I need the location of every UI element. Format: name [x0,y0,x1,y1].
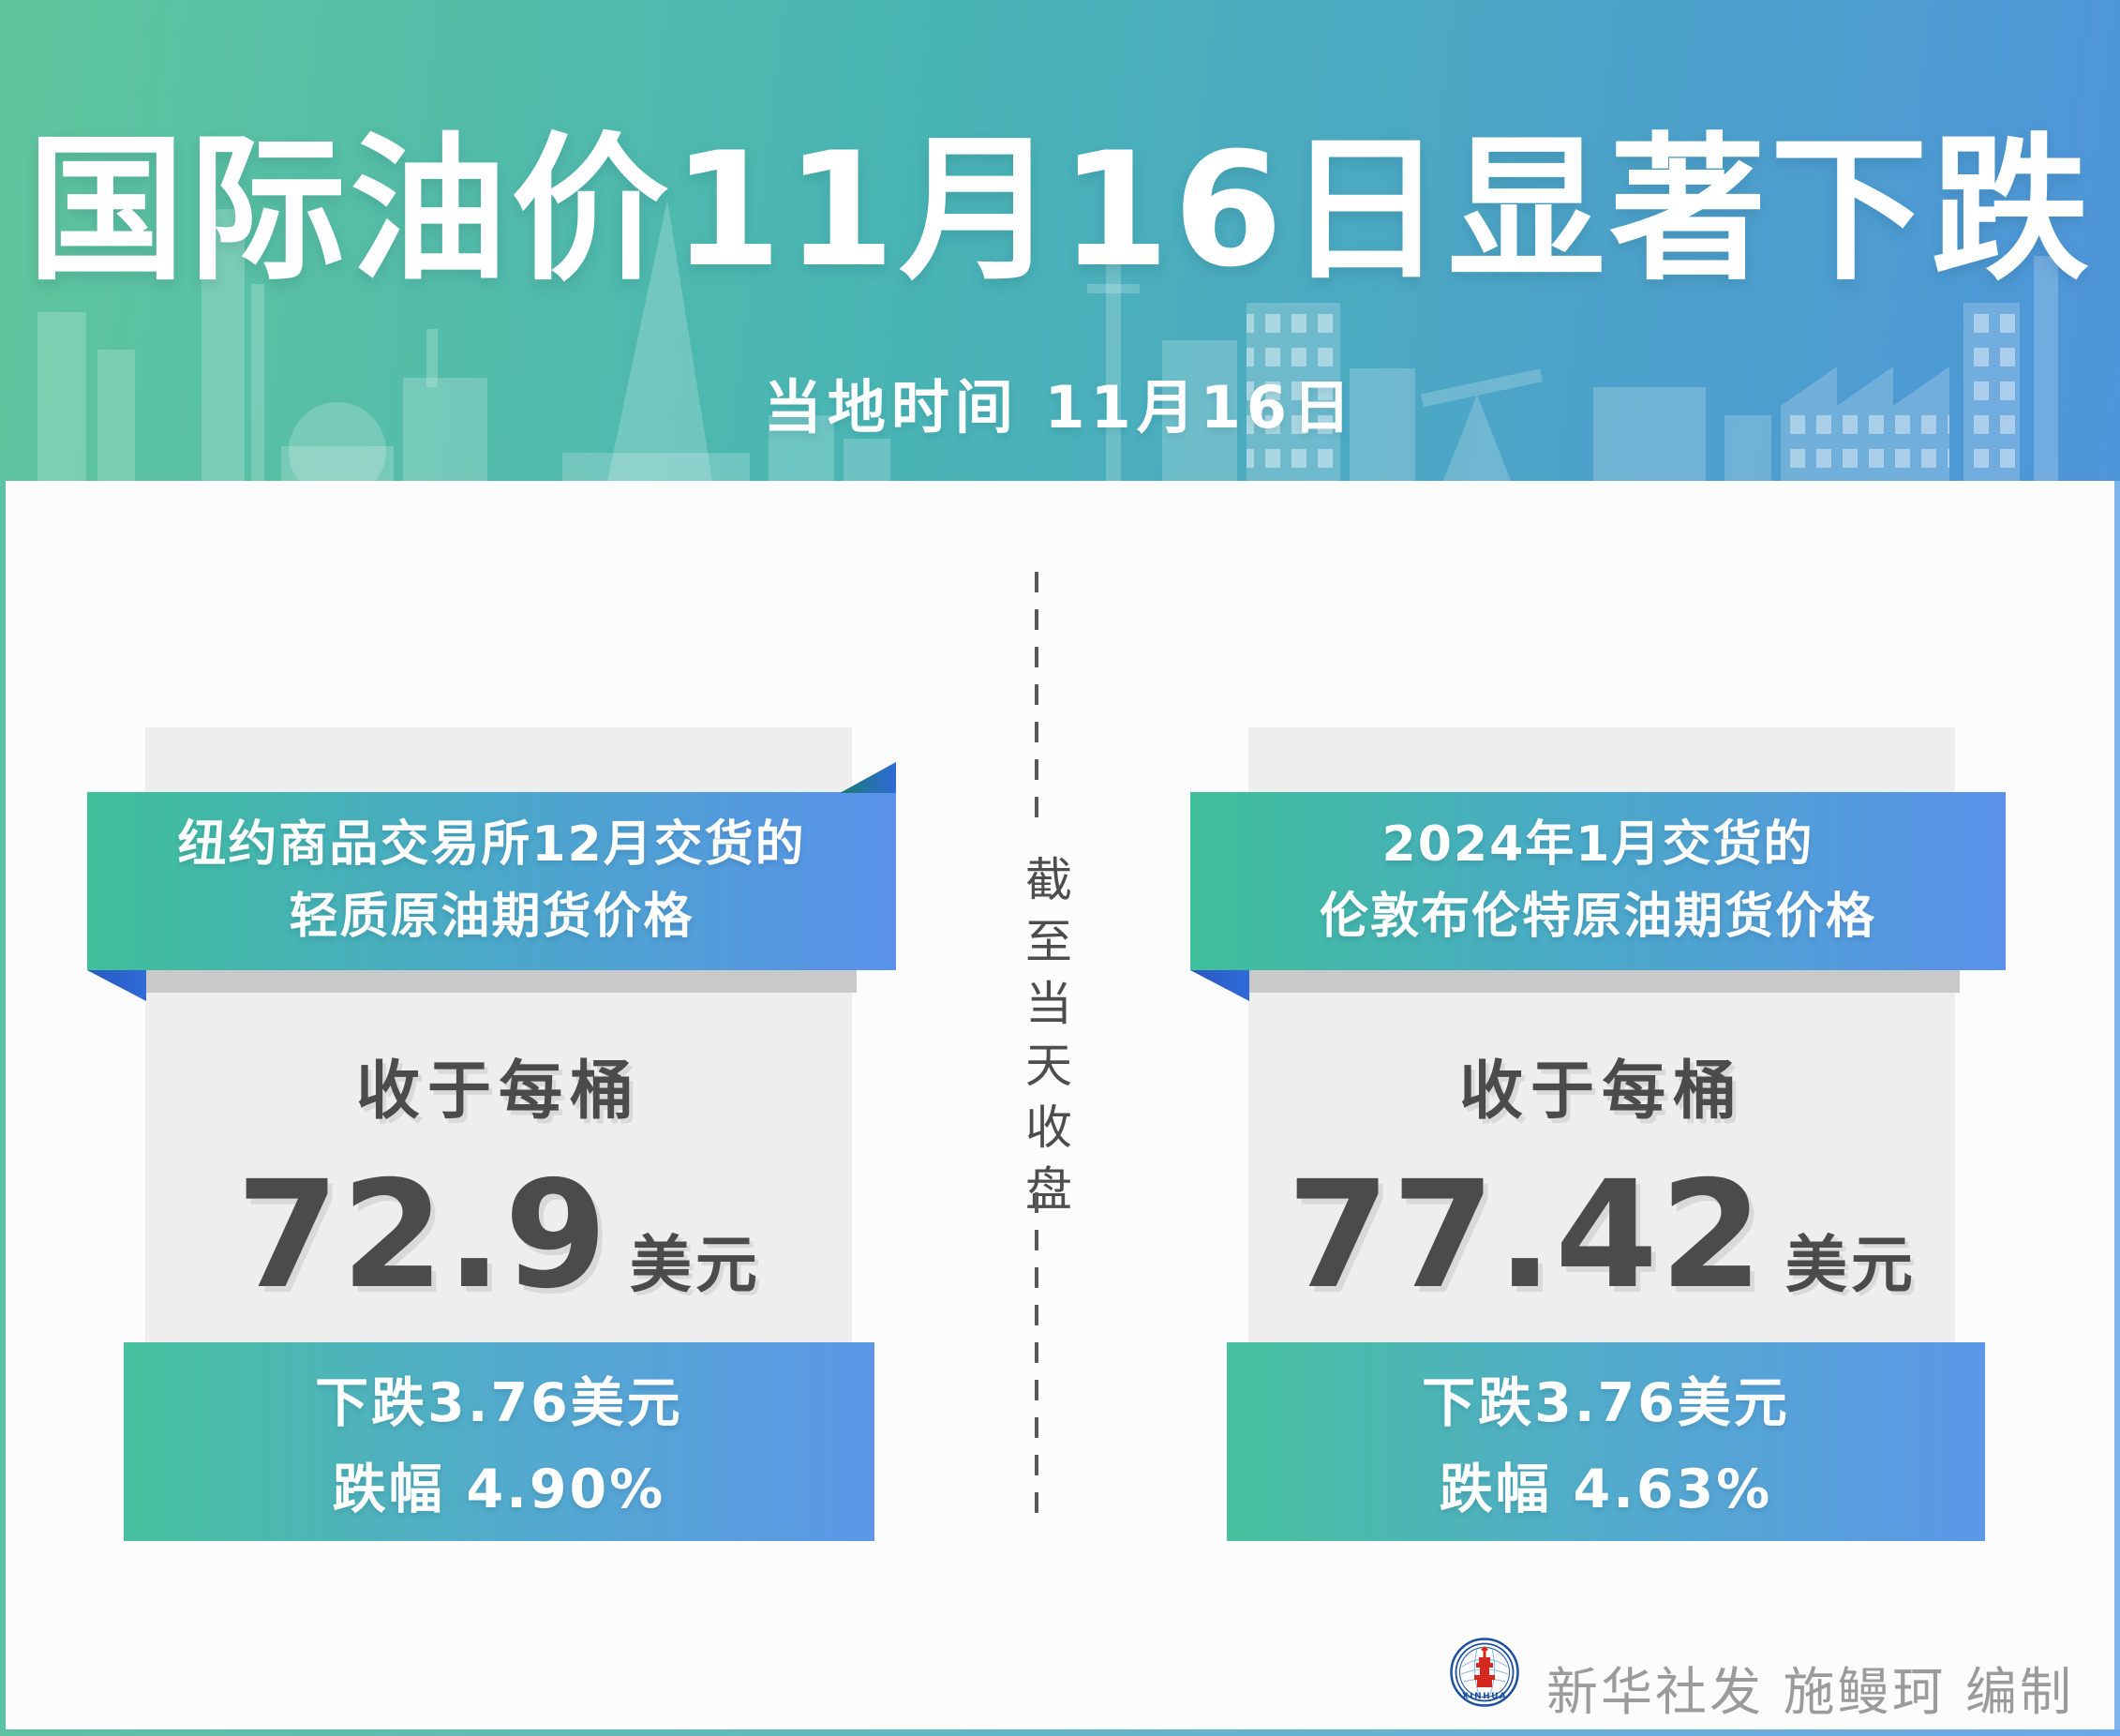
price-unit: 美元 [629,1229,761,1301]
ribbon-text-line2: 轻质原油期货价格 [289,889,694,945]
close-label: 收于每桶 [1458,1055,1744,1129]
footer-credit: 新华社发 施鳗珂 编制 [1546,1662,2074,1722]
frame-border-right [2114,481,2120,1736]
price-value: 77.42 [1287,1149,1765,1322]
ribbon-text-line2: 伦敦布伦特原油期货价格 [1319,889,1876,945]
divider-label: 截至当天收盘 [1018,855,1072,1226]
change-bar-nymex: 下跌3.76美元 跌幅 4.90% [124,1342,874,1541]
ribbon-shadow [1249,970,1960,993]
change-bar-brent: 下跌3.76美元 跌幅 4.63% [1227,1342,1985,1541]
xinhua-emblem-icon: XINHUA [1450,1638,1519,1707]
page-title: 国际油价11月16日显著下跌 [27,118,2093,302]
ribbon-text-line1: 纽约商品交易所12月交货的 [177,816,806,873]
contract-ribbon-brent: 2024年1月交货的 伦敦布伦特原油期货价格 [1190,792,2006,970]
price-value: 72.9 [236,1149,609,1322]
header-banner: 国际油价11月16日显著下跌 当地时间 11月16日 [0,0,2120,481]
frame-border-bottom [0,1729,2120,1736]
frame-border-left [0,481,6,1736]
price-unit: 美元 [1784,1229,1917,1301]
close-label: 收于每桶 [355,1055,641,1129]
ribbon-fold-bottom-left [87,970,146,1001]
change-percent: 跌幅 4.63% [1439,1459,1773,1520]
divider-dashed-line-bottom [1035,1192,1038,1526]
change-amount: 下跌3.76美元 [315,1372,683,1434]
price-row: 77.42 美元 [1248,1149,1955,1337]
price-row: 72.9 美元 [145,1149,852,1337]
ribbon-text-line1: 2024年1月交货的 [1381,816,1814,873]
contract-ribbon-nymex: 纽约商品交易所12月交货的 轻质原油期货价格 [87,792,896,970]
ribbon-shadow [146,970,857,993]
ribbon-fold-bottom-left [1190,970,1249,1001]
xinhua-logo-text: XINHUA [1462,1692,1507,1701]
change-percent: 跌幅 4.90% [332,1459,666,1520]
divider-dashed-line-top [1035,572,1038,832]
change-amount: 下跌3.76美元 [1422,1372,1790,1434]
industry-skyline-illustration [37,200,2058,481]
page-subtitle: 当地时间 11月16日 [763,373,1357,441]
